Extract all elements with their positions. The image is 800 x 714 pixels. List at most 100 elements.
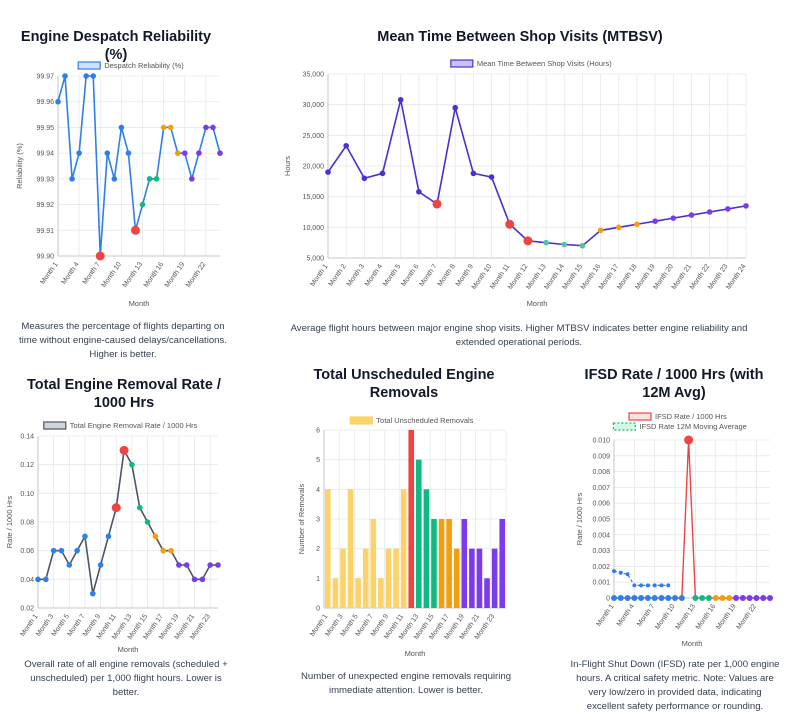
data-point [753,595,760,601]
data-point [505,219,515,229]
y-axis-label: Hours [283,156,292,176]
legend-swatch [77,61,101,70]
data-point [658,595,665,601]
data-point [617,595,624,601]
removal-title: Total Engine Removal Rate / 1000 Hrs [27,377,221,411]
data-point [130,225,140,235]
bar [393,548,399,608]
bar [416,459,422,608]
data-point [76,150,82,156]
data-point-ma [632,583,637,588]
y-tick-label: 0.14 [20,434,34,441]
series-line [57,75,221,257]
data-point [692,595,699,601]
removal-description: Overall rate of all engine removals (sch… [24,659,228,698]
data-point [733,595,740,601]
data-point [670,215,677,221]
y-tick-label: 20,000 [303,164,325,171]
data-point [105,533,112,540]
y-tick-label: 0.007 [592,485,610,492]
bar [431,519,437,608]
data-point [652,218,658,224]
data-point [69,176,75,182]
data-point [62,73,68,79]
data-point [74,547,80,554]
y-tick-label: 0.08 [20,520,34,527]
y-tick-label: 99.94 [36,151,54,158]
data-point [523,236,533,246]
bar [499,519,505,608]
y-tick-label: 0.008 [592,469,610,476]
data-point [712,595,719,601]
data-point [615,224,622,231]
x-axis-label: Month [405,649,426,658]
data-point [705,595,712,601]
y-tick-label: 6 [316,428,320,435]
legend-label: IFSD Rate 12M Moving Average [639,422,746,431]
data-point [397,96,404,103]
y-tick-label: 10,000 [303,225,325,232]
data-point-ma [666,583,671,588]
y-tick-label: 0.02 [20,606,34,613]
data-point [432,199,442,209]
data-point [125,150,132,156]
data-point [104,150,111,156]
data-point [160,124,167,131]
y-tick-label: 0.004 [592,532,610,539]
y-tick-label: 0.006 [592,501,610,508]
x-tick-label: Month 16 [695,603,718,631]
data-point [168,547,174,554]
y-tick-label: 15,000 [303,194,325,201]
reliability-chart: 99.97 99.96 99.95 99.94 99.93 99.92 99.91 99.90… [15,61,223,308]
bar [325,489,331,608]
y-tick-label: 5 [316,457,320,464]
legend-label: Total Unscheduled Removals [376,416,473,425]
y-axis-label: Rate / 1000 Hrs [5,495,14,548]
mtbsv-title: Mean Time Between Shop Visits (MTBSV) [377,29,663,45]
data-point [665,595,672,601]
data-point [199,576,206,583]
data-point [379,170,386,177]
data-point [624,595,631,601]
y-tick-label: 0.04 [20,577,34,584]
x-tick-label: Month 22 [185,261,208,289]
y-tick-label: 0.005 [592,517,610,524]
x-tick-label: Month 4 [61,261,81,286]
data-point [579,242,586,249]
x-tick-label: Month 19 [715,603,738,631]
unscheduled-title: Total Unscheduled Engine Removals [313,367,495,401]
legend-swatch [628,412,652,421]
data-point [153,176,160,182]
y-tick-label: 0.003 [592,548,610,555]
data-point [719,595,726,601]
bar [362,548,369,608]
data-point [672,595,679,601]
bar [476,548,483,608]
data-point [95,251,105,261]
data-point [217,150,223,156]
data-point [611,595,617,601]
ifsd-title: IFSD Rate / 1000 Hrs (with 12M Avg) [584,367,764,401]
y-tick-label: 0.002 [592,564,610,571]
bar [491,548,498,608]
data-point [684,435,694,445]
ifsd-chart: 0.010 0.009 0.008 0.007 0.006 0.005 0.004 0.003… [575,412,773,648]
y-tick-label: 0 [606,596,610,603]
data-point [746,595,753,601]
reliability-title: Engine Despatch Reliability (%) [20,29,212,63]
data-point [136,504,143,511]
series-line [327,99,747,247]
y-tick-label: 5,000 [306,256,324,263]
data-point-ma [625,572,630,577]
data-point [139,201,146,208]
y-tick-label: 2 [316,546,320,553]
data-point [739,595,746,601]
legend-label: IFSD Rate / 1000 Hrs [655,412,727,421]
data-point [55,98,61,105]
data-point [678,595,685,601]
x-tick-label: Month 22 [736,603,759,631]
x-tick-label: Month 7 [636,603,656,628]
data-point [203,124,209,131]
bar [347,489,354,608]
data-point [82,533,88,540]
